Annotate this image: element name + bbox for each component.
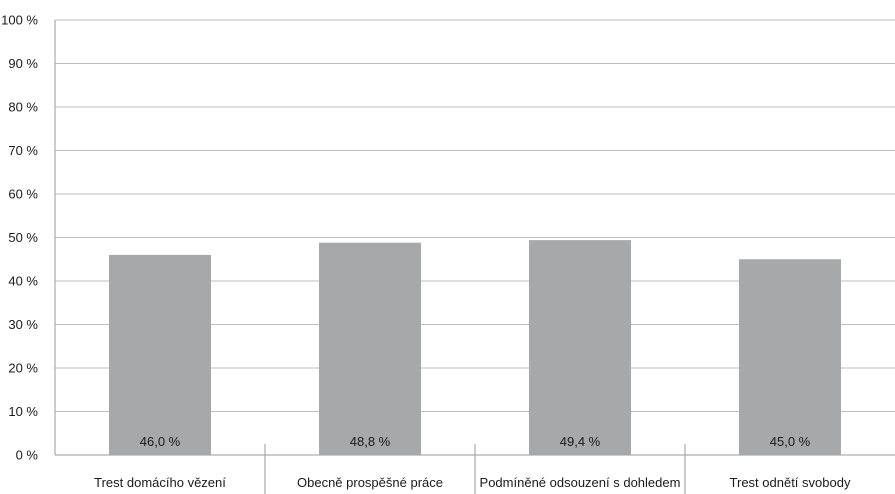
- y-tick-labels: 0 % 10 % 20 % 30 % 40 % 50 % 60 % 70 % 80 % 90 % 1…: [1, 13, 38, 463]
- y-tick-label: 80 %: [8, 100, 38, 115]
- bars: [109, 240, 841, 455]
- data-label: 45,0 %: [770, 434, 811, 449]
- y-tick-label: 50 %: [8, 230, 38, 245]
- bar: [739, 259, 841, 455]
- y-tick-label: 70 %: [8, 143, 38, 158]
- y-tick-label: 90 %: [8, 56, 38, 71]
- bar: [109, 254, 211, 455]
- category-labels: Trest domácího vězení Obecně prospěšné pr…: [94, 475, 851, 490]
- data-labels: 46,0 % 48,8 % 49,4 % 45,0 %: [140, 434, 811, 449]
- y-tick-label: 0 %: [16, 448, 39, 463]
- data-label: 46,0 %: [140, 434, 181, 449]
- y-tick-label: 40 %: [8, 274, 38, 289]
- category-label: Obecně prospěšné práce: [297, 475, 443, 490]
- y-tick-label: 60 %: [8, 187, 38, 202]
- bar: [529, 240, 631, 455]
- y-tick-label: 20 %: [8, 361, 38, 376]
- category-label: Trest odnětí svobody: [730, 475, 851, 490]
- y-tick-label: 10 %: [8, 404, 38, 419]
- data-label: 49,4 %: [560, 434, 601, 449]
- bar: [319, 242, 421, 455]
- data-label: 48,8 %: [350, 434, 391, 449]
- category-label: Podmíněné odsouzení s dohledem: [480, 475, 681, 490]
- y-tick-label: 30 %: [8, 317, 38, 332]
- category-label: Trest domácího vězení: [94, 475, 226, 490]
- y-tick-label: 100 %: [1, 13, 38, 28]
